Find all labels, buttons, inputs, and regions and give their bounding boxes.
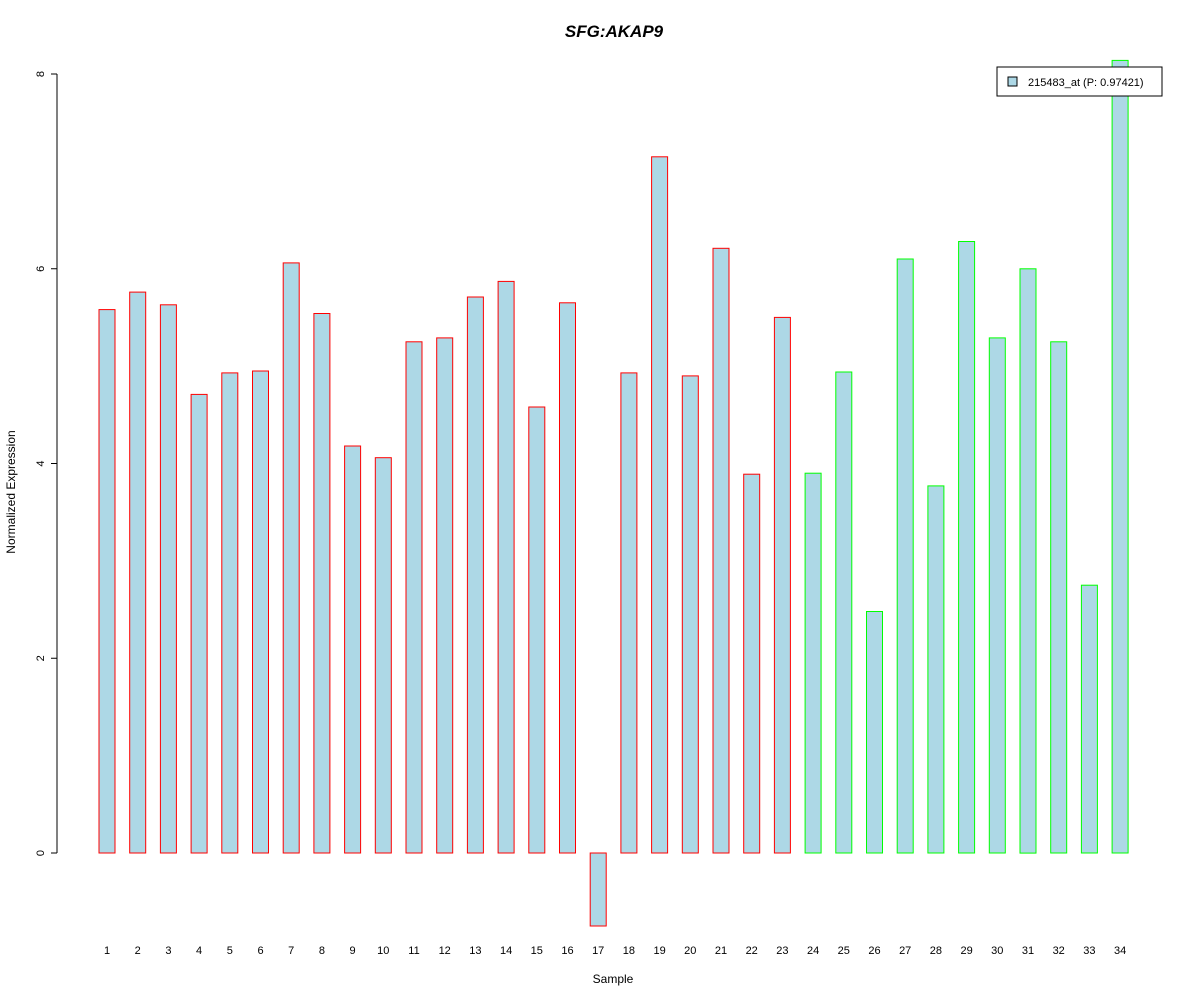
- bars: [98, 59, 1129, 927]
- bar-28: [927, 485, 945, 854]
- x-tick-label: 29: [960, 945, 972, 957]
- bar-14: [497, 280, 515, 854]
- x-tick-label: 19: [653, 945, 665, 957]
- x-tick-label: 23: [776, 945, 788, 957]
- x-tick-label: 26: [868, 945, 880, 957]
- x-tick-label: 27: [899, 945, 911, 957]
- legend-swatch: [1007, 76, 1018, 87]
- x-tick-label: 11: [408, 945, 419, 957]
- bar-21: [712, 247, 730, 854]
- x-tick-label: 4: [196, 945, 202, 957]
- x-tick-label: 28: [930, 945, 942, 957]
- bar-9: [344, 445, 362, 854]
- legend: 215483_at (P: 0.97421): [996, 66, 1163, 97]
- bar-27: [896, 258, 914, 854]
- y-tick-label: 2: [35, 655, 47, 661]
- legend-box: [996, 66, 1163, 97]
- bar-19: [651, 156, 669, 854]
- bar-7: [282, 262, 300, 854]
- bar-3: [159, 304, 177, 854]
- chart-title: SFG:AKAP9: [565, 22, 664, 41]
- x-tick-label: 15: [531, 945, 543, 957]
- x-tick-label: 24: [807, 945, 819, 957]
- bar-4: [190, 393, 208, 854]
- bar-25: [835, 371, 853, 854]
- y-tick-label: 4: [35, 460, 47, 466]
- x-tick-label: 21: [715, 945, 727, 957]
- bar-8: [313, 313, 331, 854]
- x-tick-label: 3: [165, 945, 171, 957]
- legend-label: 215483_at (P: 0.97421): [1028, 77, 1144, 89]
- bar-13: [466, 296, 484, 854]
- x-tick-label: 17: [592, 945, 604, 957]
- x-tick-label: 18: [623, 945, 635, 957]
- x-tick-label: 16: [561, 945, 573, 957]
- bar-12: [436, 337, 454, 854]
- x-tick-label: 30: [991, 945, 1003, 957]
- x-tick-label: 2: [135, 945, 141, 957]
- x-tick-label: 12: [439, 945, 451, 957]
- x-tick-label: 31: [1022, 945, 1034, 957]
- bar-22: [743, 473, 761, 854]
- bar-17: [589, 852, 607, 927]
- x-tick-label: 13: [469, 945, 481, 957]
- bar-6: [252, 370, 269, 854]
- bar-10: [374, 457, 392, 854]
- bar-15: [528, 406, 546, 854]
- x-tick-label: 33: [1083, 945, 1095, 957]
- y-axis: 0 2 4 6 8: [35, 71, 58, 856]
- x-tick-label: 34: [1114, 945, 1126, 957]
- x-tick-label: 7: [288, 945, 294, 957]
- bar-32: [1050, 341, 1068, 854]
- x-tick-label: 22: [746, 945, 758, 957]
- bar-1: [98, 309, 116, 854]
- bar-18: [620, 372, 638, 854]
- y-tick-label: 6: [35, 266, 47, 272]
- x-tick-label: 10: [377, 945, 389, 957]
- x-tick-label: 1: [104, 945, 110, 957]
- x-tick-label: 32: [1053, 945, 1065, 957]
- bar-23: [773, 316, 791, 854]
- x-tick-label: 9: [350, 945, 356, 957]
- x-tick-label: 25: [838, 945, 850, 957]
- bar-11: [405, 341, 423, 854]
- y-tick-label: 8: [35, 71, 47, 77]
- x-tick-label: 6: [257, 945, 263, 957]
- bar-33: [1080, 584, 1098, 854]
- bar-24: [804, 472, 822, 854]
- bar-31: [1019, 268, 1037, 854]
- x-tick-label: 8: [319, 945, 325, 957]
- bar-2: [129, 291, 147, 854]
- x-tick-label: 20: [684, 945, 696, 957]
- bar-16: [559, 302, 576, 854]
- x-axis-ticks: 1 2 3 4 5 6 7 8 9 10 11 12 13 14 15 16 17 18 19 20 21 22 23 24 2…: [104, 945, 1126, 957]
- bar-30: [988, 337, 1006, 854]
- bar-34: [1111, 59, 1129, 854]
- bar-29: [958, 241, 976, 854]
- x-tick-label: 14: [500, 945, 512, 957]
- bar-26: [866, 611, 883, 854]
- bar-20: [681, 375, 699, 854]
- bar-5: [221, 372, 239, 854]
- x-axis-label: Sample: [593, 972, 634, 986]
- x-tick-label: 5: [227, 945, 233, 957]
- y-tick-label: 0: [35, 850, 47, 856]
- y-axis-label: Normalized Expression: [4, 430, 18, 553]
